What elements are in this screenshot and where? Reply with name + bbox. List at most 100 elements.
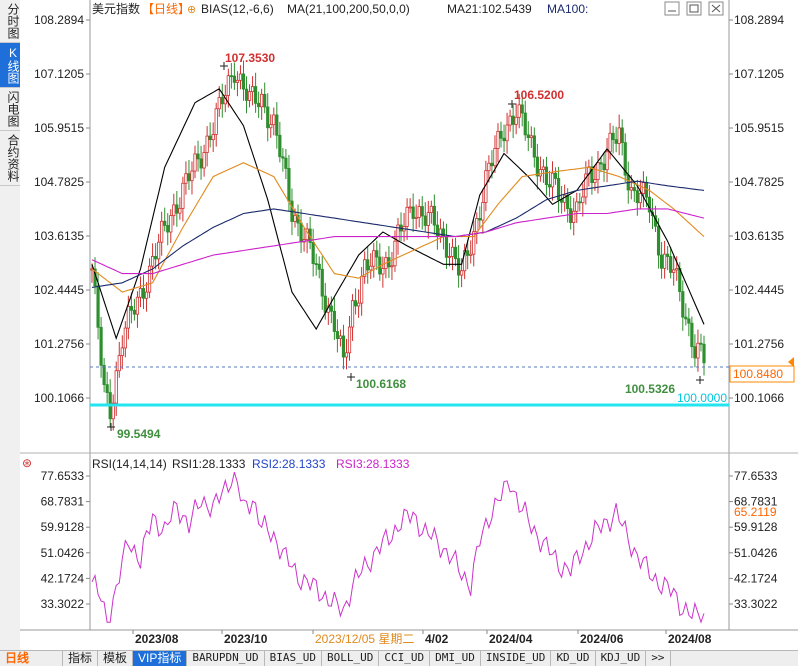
bottom-tab-2[interactable]: 模板 <box>98 651 134 666</box>
candle-body <box>581 196 585 204</box>
bottom-tab-9[interactable]: INSIDE_UD <box>481 651 552 666</box>
candle-body <box>217 97 221 110</box>
candle-body <box>332 310 336 332</box>
candle-body <box>563 194 567 203</box>
candle-body <box>208 135 212 141</box>
bottom-tab-7[interactable]: CCI_UD <box>379 651 431 666</box>
instrument-name: 美元指数 <box>92 1 140 16</box>
rsi-tick-label-right: 51.0426 <box>734 546 778 560</box>
time-tick-label: 2024/08 <box>668 632 712 646</box>
price-tick-label: 100.1066 <box>34 391 84 405</box>
candle-body <box>199 158 203 169</box>
rsi-tick-label: 42.1724 <box>41 571 85 585</box>
candle-body <box>105 384 109 393</box>
settings-icon[interactable]: ⊕ <box>187 4 196 16</box>
candle-body <box>417 206 421 218</box>
candle-body <box>178 207 182 214</box>
candle-body <box>666 253 670 257</box>
candle-body <box>487 162 491 172</box>
price-tick-label-right: 108.2894 <box>734 13 784 27</box>
minimize-icon[interactable] <box>664 1 680 16</box>
candle-body <box>278 134 282 158</box>
side-tab-1[interactable]: K线图 <box>0 43 20 88</box>
candle-body <box>411 206 415 219</box>
bottom-tab-12[interactable]: >> <box>646 651 671 666</box>
ma-label: MA(21,100,200,50,0,0) <box>287 2 410 16</box>
candle-body <box>138 288 143 298</box>
candle-body <box>647 196 652 213</box>
candle-body <box>444 236 449 258</box>
candle-body <box>541 166 546 170</box>
candle-body <box>675 268 679 271</box>
candle-body <box>317 263 321 270</box>
candle-body <box>593 179 597 183</box>
bottom-tab-3[interactable]: VIP指标 <box>133 651 188 666</box>
candle-body <box>517 104 521 118</box>
side-tab-2[interactable]: 闪电图 <box>0 88 20 131</box>
candle-body <box>205 135 209 153</box>
rsi-y-axis: 77.6533 77.6533 68.7831 68.7831 59.9128 59.91… <box>41 469 778 611</box>
rsi-tick-label-right: 77.6533 <box>734 469 778 483</box>
candle-body <box>363 259 367 277</box>
price-annotations: 107.3530106.5200100.616899.5494100.53261… <box>90 51 795 441</box>
period-label[interactable]: 【日线】 <box>142 2 190 16</box>
candle-body <box>229 75 233 78</box>
bottom-tab-6[interactable]: BOLL_UD <box>322 651 380 666</box>
candle-body <box>560 199 564 203</box>
candle-body <box>123 327 127 349</box>
side-tab-0[interactable]: 分时图 <box>0 0 20 43</box>
bottom-tab-1[interactable]: 指标 <box>63 651 99 666</box>
bottom-tab-5[interactable]: BIAS_UD <box>265 651 322 666</box>
candle-body <box>623 142 627 176</box>
candle-body <box>499 130 503 139</box>
candle-body <box>481 202 485 221</box>
candle-body <box>147 265 152 293</box>
bottom-tab-4[interactable]: BARUPDN_UD <box>187 651 265 666</box>
bottom-tab-8[interactable]: DMI_UD <box>430 651 481 666</box>
maximize-icon[interactable] <box>686 1 702 16</box>
candle-body <box>478 218 482 221</box>
candle-body <box>132 309 137 315</box>
candle-body <box>550 172 555 188</box>
candle-body <box>466 250 470 256</box>
candle-body <box>154 256 158 260</box>
bottom-tab-11[interactable]: KDJ_UD <box>596 651 647 666</box>
candle-body <box>553 172 558 179</box>
time-tick-label: 2024/04 <box>489 632 533 646</box>
candle-body <box>432 205 436 226</box>
candle-body <box>578 201 582 204</box>
candle-body <box>323 295 327 313</box>
candle-body <box>414 216 418 219</box>
candle-body <box>556 178 561 201</box>
rsi-tick-label: 59.9128 <box>41 520 85 534</box>
candle-body <box>526 134 530 139</box>
side-tab-3[interactable]: 合约资料 <box>0 131 20 186</box>
extreme-label: 107.3530 <box>225 51 275 65</box>
price-header: 美元指数 【日线】 ⊕ BIAS(12,-6,6) MA(21,100,200,… <box>92 1 588 16</box>
time-tick-label: 2024/06 <box>580 632 624 646</box>
candle-body <box>320 268 324 297</box>
candle-body <box>463 250 467 272</box>
candle-body <box>284 157 288 169</box>
candle-body <box>493 148 497 167</box>
candle-body <box>681 291 685 318</box>
candle-body <box>350 300 355 328</box>
candle-body <box>514 116 518 125</box>
candle-body <box>241 73 246 90</box>
candle-body <box>475 218 479 233</box>
candle-body <box>599 162 603 165</box>
candle-body <box>508 115 512 126</box>
candle-body <box>275 114 279 136</box>
price-tick-label: 108.2894 <box>34 13 84 27</box>
candle-body <box>166 225 170 233</box>
bottom-tab-10[interactable]: KD_UD <box>551 651 596 666</box>
candle-body <box>390 265 394 268</box>
bottom-tab-0[interactable]: 日线 <box>0 651 63 666</box>
candle-body <box>617 127 621 144</box>
ma-line-3 <box>91 208 705 275</box>
horizontal-line-label: 100.0000 <box>677 391 727 405</box>
rsi-settings-icon[interactable]: ⊛ <box>22 456 32 470</box>
candle-body <box>263 93 267 108</box>
candle-body <box>447 256 452 258</box>
candle-body <box>408 206 412 209</box>
